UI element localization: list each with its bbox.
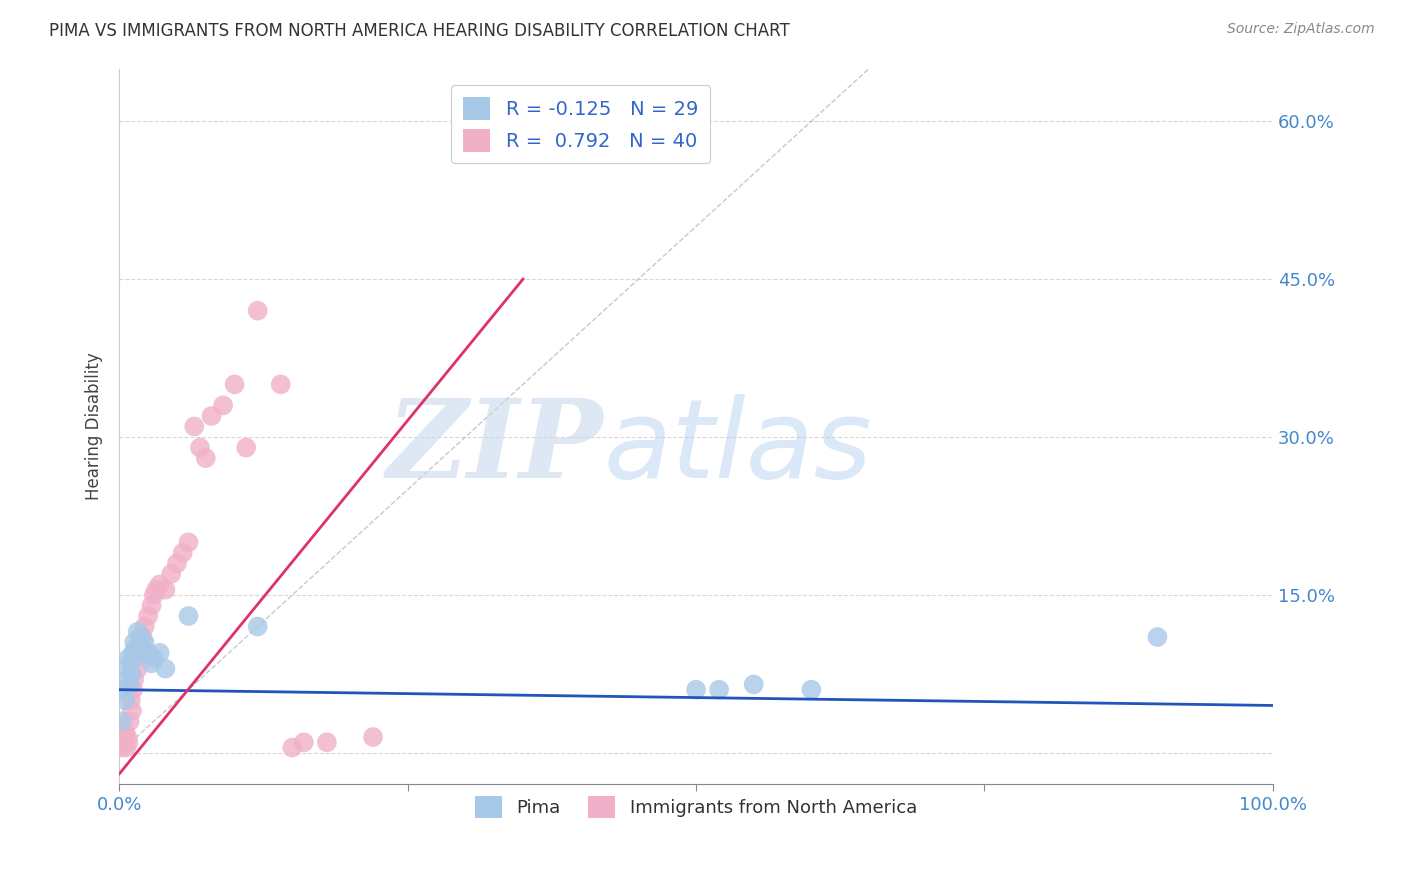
Point: [121, 704, 143, 718]
Point: [117, 651, 139, 665]
Point: [129, 640, 152, 655]
Point: [114, 693, 136, 707]
Point: [177, 609, 200, 624]
Point: [117, 672, 139, 686]
Point: [125, 640, 148, 655]
Point: [316, 735, 339, 749]
Point: [200, 409, 222, 423]
Point: [134, 619, 156, 633]
Point: [281, 740, 304, 755]
Point: [1146, 630, 1168, 644]
Point: [111, 735, 134, 749]
Point: [145, 582, 167, 597]
Point: [361, 730, 384, 744]
Text: atlas: atlas: [603, 394, 872, 501]
Point: [127, 624, 149, 639]
Point: [155, 582, 177, 597]
Point: [685, 682, 707, 697]
Point: [194, 451, 217, 466]
Point: [122, 646, 145, 660]
Text: ZIP: ZIP: [387, 394, 603, 501]
Point: [142, 588, 165, 602]
Point: [110, 714, 132, 729]
Point: [160, 566, 183, 581]
Point: [246, 619, 269, 633]
Point: [707, 682, 730, 697]
Point: [114, 724, 136, 739]
Point: [118, 677, 141, 691]
Point: [118, 714, 141, 729]
Point: [224, 377, 246, 392]
Point: [136, 646, 159, 660]
Point: [155, 662, 177, 676]
Point: [122, 682, 145, 697]
Point: [149, 646, 172, 660]
Point: [112, 682, 135, 697]
Point: [142, 651, 165, 665]
Point: [129, 630, 152, 644]
Point: [117, 735, 139, 749]
Point: [172, 546, 194, 560]
Y-axis label: Hearing Disability: Hearing Disability: [86, 352, 103, 500]
Text: Source: ZipAtlas.com: Source: ZipAtlas.com: [1227, 22, 1375, 37]
Point: [141, 599, 163, 613]
Point: [124, 646, 146, 660]
Point: [122, 635, 145, 649]
Point: [742, 677, 765, 691]
Point: [121, 666, 143, 681]
Point: [183, 419, 205, 434]
Point: [136, 609, 159, 624]
Point: [125, 651, 148, 665]
Point: [122, 672, 145, 686]
Point: [292, 735, 315, 749]
Point: [270, 377, 292, 392]
Point: [149, 577, 172, 591]
Legend: Pima, Immigrants from North America: Pima, Immigrants from North America: [468, 789, 924, 825]
Point: [112, 730, 135, 744]
Point: [131, 630, 153, 644]
Point: [212, 399, 235, 413]
Point: [115, 662, 138, 676]
Point: [141, 657, 163, 671]
Text: PIMA VS IMMIGRANTS FROM NORTH AMERICA HEARING DISABILITY CORRELATION CHART: PIMA VS IMMIGRANTS FROM NORTH AMERICA HE…: [49, 22, 790, 40]
Point: [188, 441, 211, 455]
Point: [235, 441, 257, 455]
Point: [134, 635, 156, 649]
Point: [246, 303, 269, 318]
Point: [800, 682, 823, 697]
Point: [127, 662, 149, 676]
Point: [131, 640, 153, 655]
Point: [117, 730, 139, 744]
Point: [177, 535, 200, 549]
Point: [110, 740, 132, 755]
Point: [166, 557, 188, 571]
Point: [120, 693, 142, 707]
Point: [115, 740, 138, 755]
Point: [120, 657, 142, 671]
